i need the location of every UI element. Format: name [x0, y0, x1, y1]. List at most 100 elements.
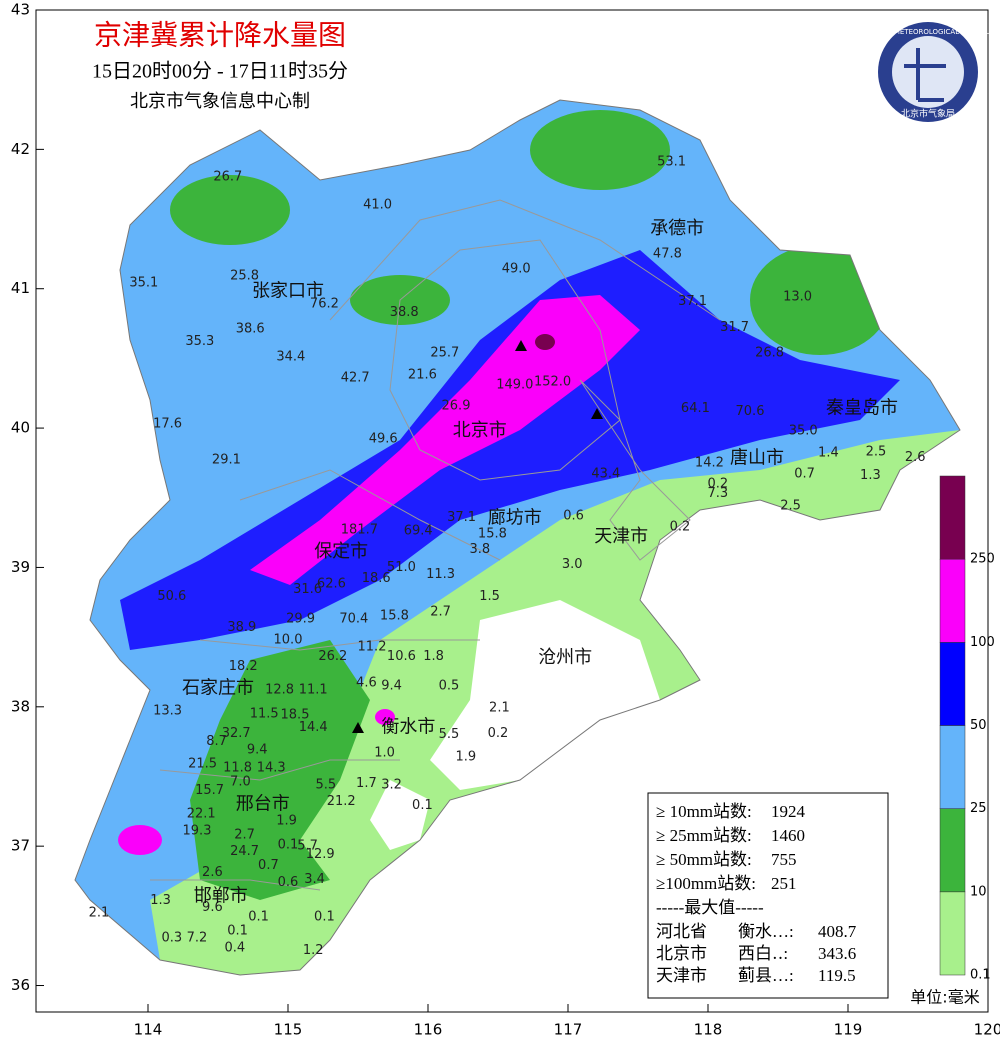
rain-zone-250 [535, 334, 555, 350]
logo-symbol [904, 48, 946, 102]
station-value: 12.8 [265, 683, 294, 698]
x-tick-label: 114 [134, 1021, 163, 1039]
station-value: 0.4 [224, 940, 245, 955]
colorbar-band [939, 642, 966, 726]
station-value: 31.6 [293, 582, 322, 597]
station-value: 9.6 [202, 900, 223, 915]
station-value: 10.6 [387, 649, 416, 664]
station-value: 29.1 [212, 453, 241, 468]
colorbar-label: 100 [970, 635, 995, 650]
y-tick-label: 37 [11, 837, 30, 855]
station-value: 7.3 [707, 486, 728, 501]
station-value: 0.1 [227, 924, 248, 939]
station-value: 15.8 [380, 609, 409, 624]
y-tick-label: 39 [11, 558, 30, 576]
max-value: 408.7 [818, 922, 857, 941]
station-value: 18.6 [362, 571, 391, 586]
station-value: 38.8 [390, 305, 419, 320]
station-value: 21.5 [188, 756, 217, 771]
station-value: 31.7 [720, 320, 749, 335]
station-value: 70.6 [736, 404, 765, 419]
station-value: 3.4 [304, 872, 325, 887]
station-value: 26.7 [213, 170, 242, 185]
y-tick-label: 42 [11, 140, 30, 158]
max-station: 西白‥: [738, 944, 788, 963]
station-markers [352, 340, 603, 733]
station-value: 14.4 [299, 720, 328, 735]
y-tick-label: 40 [11, 419, 30, 437]
colorbar-band [939, 725, 966, 809]
station-value: 1.9 [276, 814, 297, 829]
rain-zone-10 [170, 175, 290, 245]
subtitle: 15日20时00分 - 17日11时35分 [92, 60, 348, 83]
x-tick-label: 120 [974, 1021, 1000, 1039]
station-value: 0.2 [488, 726, 509, 741]
title: 京津冀累计降水量图 [94, 19, 346, 51]
station-value: 34.4 [276, 350, 305, 365]
station-value: 26.2 [318, 649, 347, 664]
colorbar-label: 50 [970, 718, 987, 733]
max-region: 河北省 [656, 922, 707, 941]
city-name: 沧州市 [538, 647, 592, 668]
station-value: 152.0 [534, 375, 571, 390]
max-header: -----最大值----- [656, 898, 764, 917]
station-value: 70.4 [339, 612, 368, 627]
region-outline [74, 99, 961, 976]
rain-zone-10 [750, 245, 890, 355]
station-value: 13.3 [153, 703, 182, 718]
city-name: 承德市 [650, 218, 704, 239]
station-value: 1.2 [303, 943, 324, 958]
colorbar-band [939, 808, 966, 893]
province-lines [150, 199, 721, 891]
max-value: 343.6 [818, 944, 856, 963]
station-value: 11.2 [358, 639, 387, 654]
station-value: 25.8 [230, 269, 259, 284]
station-value: 1.9 [455, 749, 476, 764]
station-value: 42.7 [341, 370, 370, 385]
station-value: 7.0 [230, 775, 251, 790]
station-value: 3.0 [562, 557, 583, 572]
station-value: 49.6 [369, 432, 398, 447]
city-name: 邯郸市 [194, 885, 248, 906]
station-value: 3.2 [381, 777, 402, 792]
city-name: 廊坊市 [488, 508, 542, 529]
station-value: 38.9 [227, 620, 256, 635]
unit-label: 单位:毫米 [910, 988, 979, 1007]
station-value: 35.3 [185, 334, 214, 349]
max-region: 天津市 [656, 966, 707, 985]
station-value: 2.1 [89, 906, 110, 921]
city-name: 衡水市 [381, 717, 435, 738]
station-value: 22.1 [187, 807, 216, 822]
city-name: 北京市 [453, 420, 507, 441]
count-label: ≥ 50mm站数: [656, 850, 752, 869]
station-value: 53.1 [657, 154, 686, 169]
station-value: 2.5 [780, 499, 801, 514]
station-value: 11.3 [426, 567, 455, 582]
station-value: 1.4 [818, 446, 839, 461]
max-region: 北京市 [656, 944, 707, 963]
station-value: 19.3 [183, 823, 212, 838]
station-value: 37.1 [678, 294, 707, 309]
station-value: 15.7 [195, 783, 224, 798]
logo: BEIJING METEOROLOGICAL BUREAU 北京市气象局 [866, 22, 990, 122]
station-value: 1.3 [150, 893, 171, 908]
station-value: 2.1 [489, 701, 510, 716]
station-value: 149.0 [496, 377, 533, 392]
station-value: 12.9 [306, 847, 335, 862]
station-value: 25.7 [430, 345, 459, 360]
admin-boundaries [74, 99, 961, 976]
station-value: 2.7 [430, 605, 451, 620]
count-label: ≥ 25mm站数: [656, 826, 752, 845]
station-value: 0.1 [412, 798, 433, 813]
summary: ≥ 10mm站数: 1924 ≥ 25mm站数: 1460 ≥ 50mm站数: 755 ≥1… [656, 802, 857, 985]
station-value: 5.5 [315, 777, 336, 792]
station-value: 26.8 [755, 345, 784, 360]
station-value: 43.4 [591, 467, 620, 482]
station-value: 3.8 [469, 542, 490, 557]
colorbar-band [939, 475, 966, 560]
station-value: 11.5 [250, 706, 279, 721]
station-value: 11.8 [223, 761, 252, 776]
dry-zone [430, 600, 660, 790]
city-name: 保定市 [314, 541, 368, 562]
